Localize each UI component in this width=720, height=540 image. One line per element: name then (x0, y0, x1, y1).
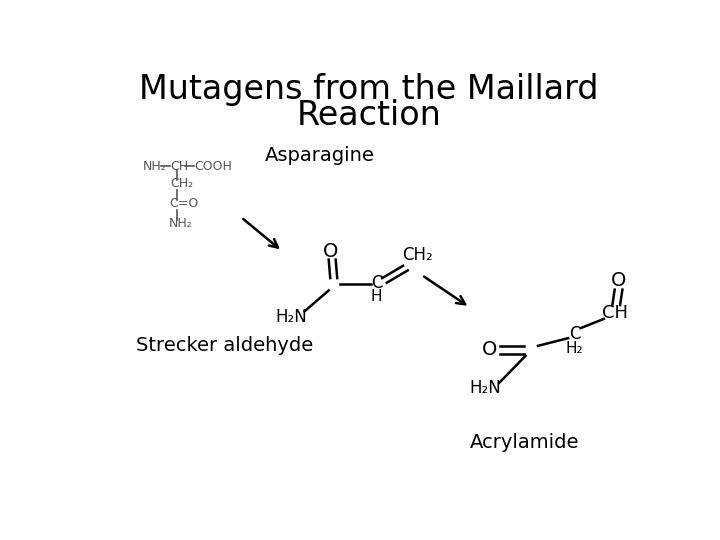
Text: O: O (323, 242, 338, 261)
Text: CH: CH (170, 160, 188, 173)
Text: O: O (482, 340, 497, 359)
Text: H: H (371, 289, 382, 304)
Text: NH₂: NH₂ (169, 217, 193, 230)
Text: Acrylamide: Acrylamide (469, 433, 580, 451)
Text: H₂N: H₂N (469, 379, 501, 397)
Text: O: O (611, 271, 626, 290)
Text: CH₂: CH₂ (171, 177, 194, 190)
Text: C=O: C=O (169, 197, 198, 210)
Text: Strecker aldehyde: Strecker aldehyde (137, 336, 314, 355)
Text: Reaction: Reaction (297, 99, 441, 132)
Text: NH₂: NH₂ (143, 160, 166, 173)
Text: C: C (569, 325, 580, 343)
Text: COOH: COOH (194, 160, 232, 173)
Text: Mutagens from the Maillard: Mutagens from the Maillard (139, 72, 599, 105)
Text: CH: CH (602, 303, 628, 322)
Text: CH₂: CH₂ (402, 246, 433, 264)
Text: C: C (371, 274, 382, 292)
Text: H₂N: H₂N (276, 308, 307, 326)
Text: Asparagine: Asparagine (264, 146, 374, 165)
Text: H₂: H₂ (566, 341, 583, 356)
